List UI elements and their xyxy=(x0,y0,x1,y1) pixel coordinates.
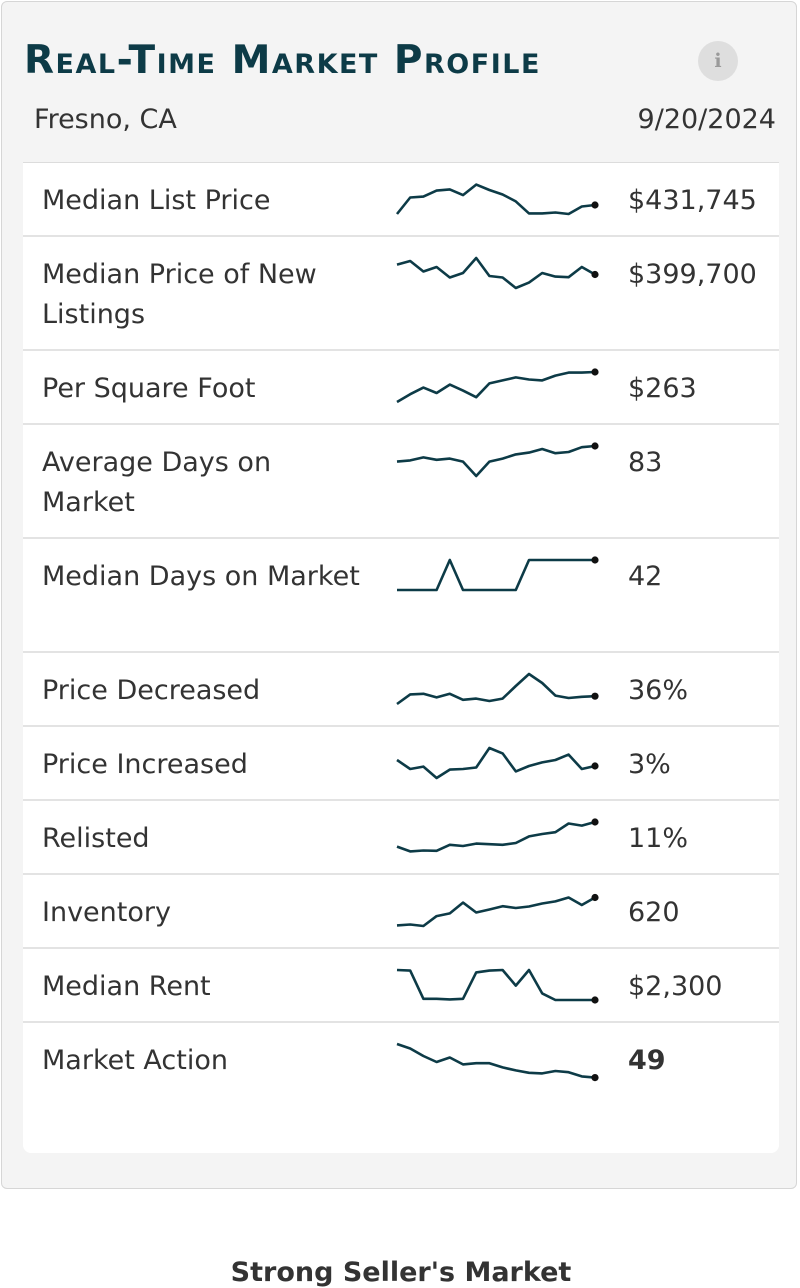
location-label: Fresno, CA xyxy=(34,104,177,135)
sparkline-endpoint xyxy=(591,442,599,450)
sparkline-line xyxy=(395,183,596,216)
metric-row: Median Rent $2,300 xyxy=(23,949,779,1023)
sparkline-endpoint xyxy=(591,818,599,826)
sparkline-line xyxy=(396,820,596,853)
metric-sparkline xyxy=(396,1042,599,1082)
metric-label: Price Increased xyxy=(42,749,248,780)
metric-row: Median List Price $431,745 xyxy=(23,163,779,237)
metric-value: 83 xyxy=(628,447,663,478)
sparkline-endpoint xyxy=(591,368,599,376)
metric-label: Relisted xyxy=(42,823,150,854)
metric-sparkline xyxy=(396,746,599,780)
metric-label: Median List Price xyxy=(42,185,271,216)
metric-row: Median Days on Market 42 xyxy=(23,539,779,653)
metric-value: 3% xyxy=(628,749,671,780)
sparkline-line xyxy=(396,746,596,780)
metric-value: 49 xyxy=(628,1045,666,1076)
info-icon: i xyxy=(714,50,722,72)
sparkline-endpoint xyxy=(591,996,599,1004)
metric-sparkline xyxy=(397,556,599,592)
sparkline-line xyxy=(396,896,596,928)
sparkline-endpoint xyxy=(591,893,599,902)
sparkline-endpoint xyxy=(591,692,599,700)
sparkline-line xyxy=(396,968,595,1002)
metric-row: Price Increased 3% xyxy=(23,727,779,801)
metric-label: Median Price of New Listings xyxy=(42,259,317,330)
metric-value: 11% xyxy=(628,823,689,854)
metric-value: $431,745 xyxy=(628,185,757,216)
sparkline-endpoint xyxy=(591,1074,599,1082)
market-summary: Strong Seller's Market xyxy=(230,1257,572,1288)
metric-label: Median Rent xyxy=(42,971,211,1002)
sparkline-endpoint xyxy=(591,270,599,279)
metric-row: Inventory 620 xyxy=(23,875,779,949)
metric-label: Average Days on Market xyxy=(42,447,272,518)
metric-value: $2,300 xyxy=(628,971,723,1002)
sparkline-line xyxy=(396,444,596,478)
metric-value: 620 xyxy=(628,897,680,928)
metric-sparkline xyxy=(396,968,599,1004)
sparkline-line xyxy=(397,558,595,592)
metric-value: 36% xyxy=(628,675,689,706)
sparkline-endpoint xyxy=(591,556,599,564)
metric-sparkline xyxy=(395,183,599,216)
metric-row: Price Decreased 36% xyxy=(23,653,779,727)
metric-sparkline xyxy=(396,442,599,478)
sparkline-endpoint xyxy=(591,762,599,770)
sparkline-line xyxy=(396,370,596,404)
sparkline-line xyxy=(396,672,596,706)
metric-row: Median Price of New Listings $399,700 xyxy=(23,237,779,351)
metric-sparkline xyxy=(396,368,599,404)
sparkline-endpoint xyxy=(591,201,599,209)
metric-label: Inventory xyxy=(42,897,171,928)
metric-value: $263 xyxy=(628,373,697,404)
metric-label: Price Decreased xyxy=(42,675,261,706)
page-title: Real-Time Market Profile xyxy=(24,38,541,83)
metric-row: Relisted 11% xyxy=(23,801,779,875)
metric-row: Average Days on Market 83 xyxy=(23,425,779,539)
date-label: 9/20/2024 xyxy=(637,104,776,135)
metric-row: Market Action 49 xyxy=(23,1023,779,1097)
metric-row: Per Square Foot $263 xyxy=(23,351,779,425)
sparkline-line xyxy=(396,1042,596,1079)
metric-sparkline xyxy=(396,893,599,928)
metric-label: Median Days on Market xyxy=(42,561,360,592)
info-button[interactable]: i xyxy=(698,41,738,81)
metric-sparkline xyxy=(396,672,599,706)
metric-value: $399,700 xyxy=(628,259,757,290)
metric-value: 42 xyxy=(628,561,663,592)
metric-label: Market Action xyxy=(42,1045,228,1076)
sparkline-line xyxy=(396,256,596,290)
metric-sparkline xyxy=(396,256,599,290)
metric-label: Per Square Foot xyxy=(42,373,256,404)
metric-sparkline xyxy=(396,818,599,853)
metrics-table: Strong Seller's Market Median List Price… xyxy=(23,162,779,1288)
